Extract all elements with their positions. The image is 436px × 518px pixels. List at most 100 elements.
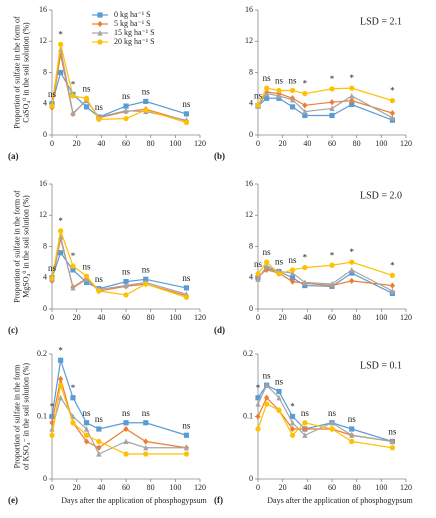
x-tick-label: 100 (375, 483, 387, 492)
marker (183, 294, 190, 300)
marker (349, 92, 355, 99)
marker (123, 115, 129, 122)
significance-label: * (71, 251, 76, 261)
y-tick-label: 8 (43, 67, 47, 76)
marker (302, 112, 308, 119)
significance-label: ns (289, 255, 298, 265)
series-line (51, 44, 187, 124)
marker (389, 98, 396, 104)
y-tick-label: 8 (249, 67, 253, 76)
legend-label: 15 kg ha⁻¹ S (114, 28, 155, 37)
marker (49, 413, 55, 420)
x-tick-label: 20 (73, 139, 81, 148)
marker (349, 85, 355, 91)
x-tick-label: 60 (122, 483, 130, 492)
marker (389, 282, 396, 289)
marker (70, 420, 76, 426)
x-tick-label: 60 (328, 139, 336, 148)
marker (83, 420, 90, 426)
legend-label: 0 kg ha⁻¹ S (114, 10, 151, 19)
marker (70, 110, 76, 116)
y-tick-label: 16 (245, 5, 253, 14)
significance-label: * (58, 345, 63, 355)
x-tick-label: 120 (400, 139, 412, 148)
series-line (51, 70, 187, 118)
marker (255, 276, 261, 282)
marker (329, 86, 335, 92)
significance-label: ns (95, 274, 104, 284)
marker (255, 102, 261, 108)
marker (289, 419, 296, 426)
marker (70, 284, 76, 291)
marker (289, 267, 296, 273)
significance-label: * (303, 79, 308, 89)
significance-label: * (390, 86, 395, 96)
x-tick-label: 40 (97, 483, 105, 492)
marker (183, 285, 190, 291)
y-tick-label: 0 (43, 474, 47, 483)
marker (183, 111, 190, 117)
marker (83, 425, 90, 432)
marker (70, 93, 76, 99)
marker (183, 444, 190, 451)
marker (96, 288, 102, 294)
significance-label: * (71, 79, 76, 89)
significance-label: ns (83, 83, 92, 93)
y-axis-label: Proportion of sulfate in the form of MgSO… (12, 190, 30, 303)
legend-marker (97, 20, 103, 28)
significance-label: * (349, 247, 354, 257)
y-tick-label: 12 (39, 36, 47, 45)
y-tick-label: 0 (43, 130, 47, 139)
marker (264, 85, 270, 91)
significance-label: * (390, 260, 395, 270)
significance-label: ns (289, 76, 298, 86)
marker (123, 103, 129, 109)
marker (49, 103, 55, 109)
marker (96, 116, 102, 122)
marker (83, 279, 90, 286)
y-tick-label: 0 (249, 304, 253, 313)
x-tick-label: 0 (256, 313, 260, 322)
marker (123, 420, 129, 426)
marker (58, 250, 64, 256)
marker (329, 105, 335, 112)
x-tick-label: 100 (375, 313, 387, 322)
marker (58, 394, 64, 401)
x-tick-label: 120 (400, 483, 412, 492)
marker (302, 432, 308, 438)
x-tick-label: 40 (97, 139, 105, 148)
significance-label: ns (328, 408, 337, 418)
significance-label: ns (182, 420, 191, 430)
x-tick-label: 80 (353, 483, 361, 492)
series-line (51, 360, 187, 436)
y-tick-label: 4 (43, 99, 47, 108)
significance-label: * (349, 73, 354, 83)
significance-label: * (256, 383, 261, 393)
marker (264, 394, 270, 401)
marker (83, 276, 90, 282)
marker (123, 438, 129, 445)
marker (143, 451, 149, 457)
significance-label: * (58, 29, 63, 39)
legend-marker (97, 39, 103, 45)
marker (58, 228, 64, 234)
marker (302, 90, 308, 97)
y-tick-label: 0.1 (243, 411, 253, 420)
marker (389, 272, 396, 279)
y-tick-label: 8 (249, 241, 253, 250)
marker (58, 382, 64, 388)
y-label-line: Proportion of sulfate in the form of (12, 190, 21, 303)
marker (183, 432, 190, 438)
series-line (257, 265, 393, 292)
significance-label: * (71, 383, 76, 393)
x-tick-label: 40 (303, 139, 311, 148)
significance-label: ns (263, 247, 272, 257)
marker (349, 432, 355, 438)
marker (58, 69, 64, 76)
panel-label: (a) (8, 151, 19, 161)
y-tick-label: 0 (43, 304, 47, 313)
significance-label: ns (48, 263, 57, 273)
significance-label: ns (182, 273, 191, 283)
y-tick-label: 0.2 (243, 349, 253, 358)
x-tick-label: 80 (147, 483, 155, 492)
